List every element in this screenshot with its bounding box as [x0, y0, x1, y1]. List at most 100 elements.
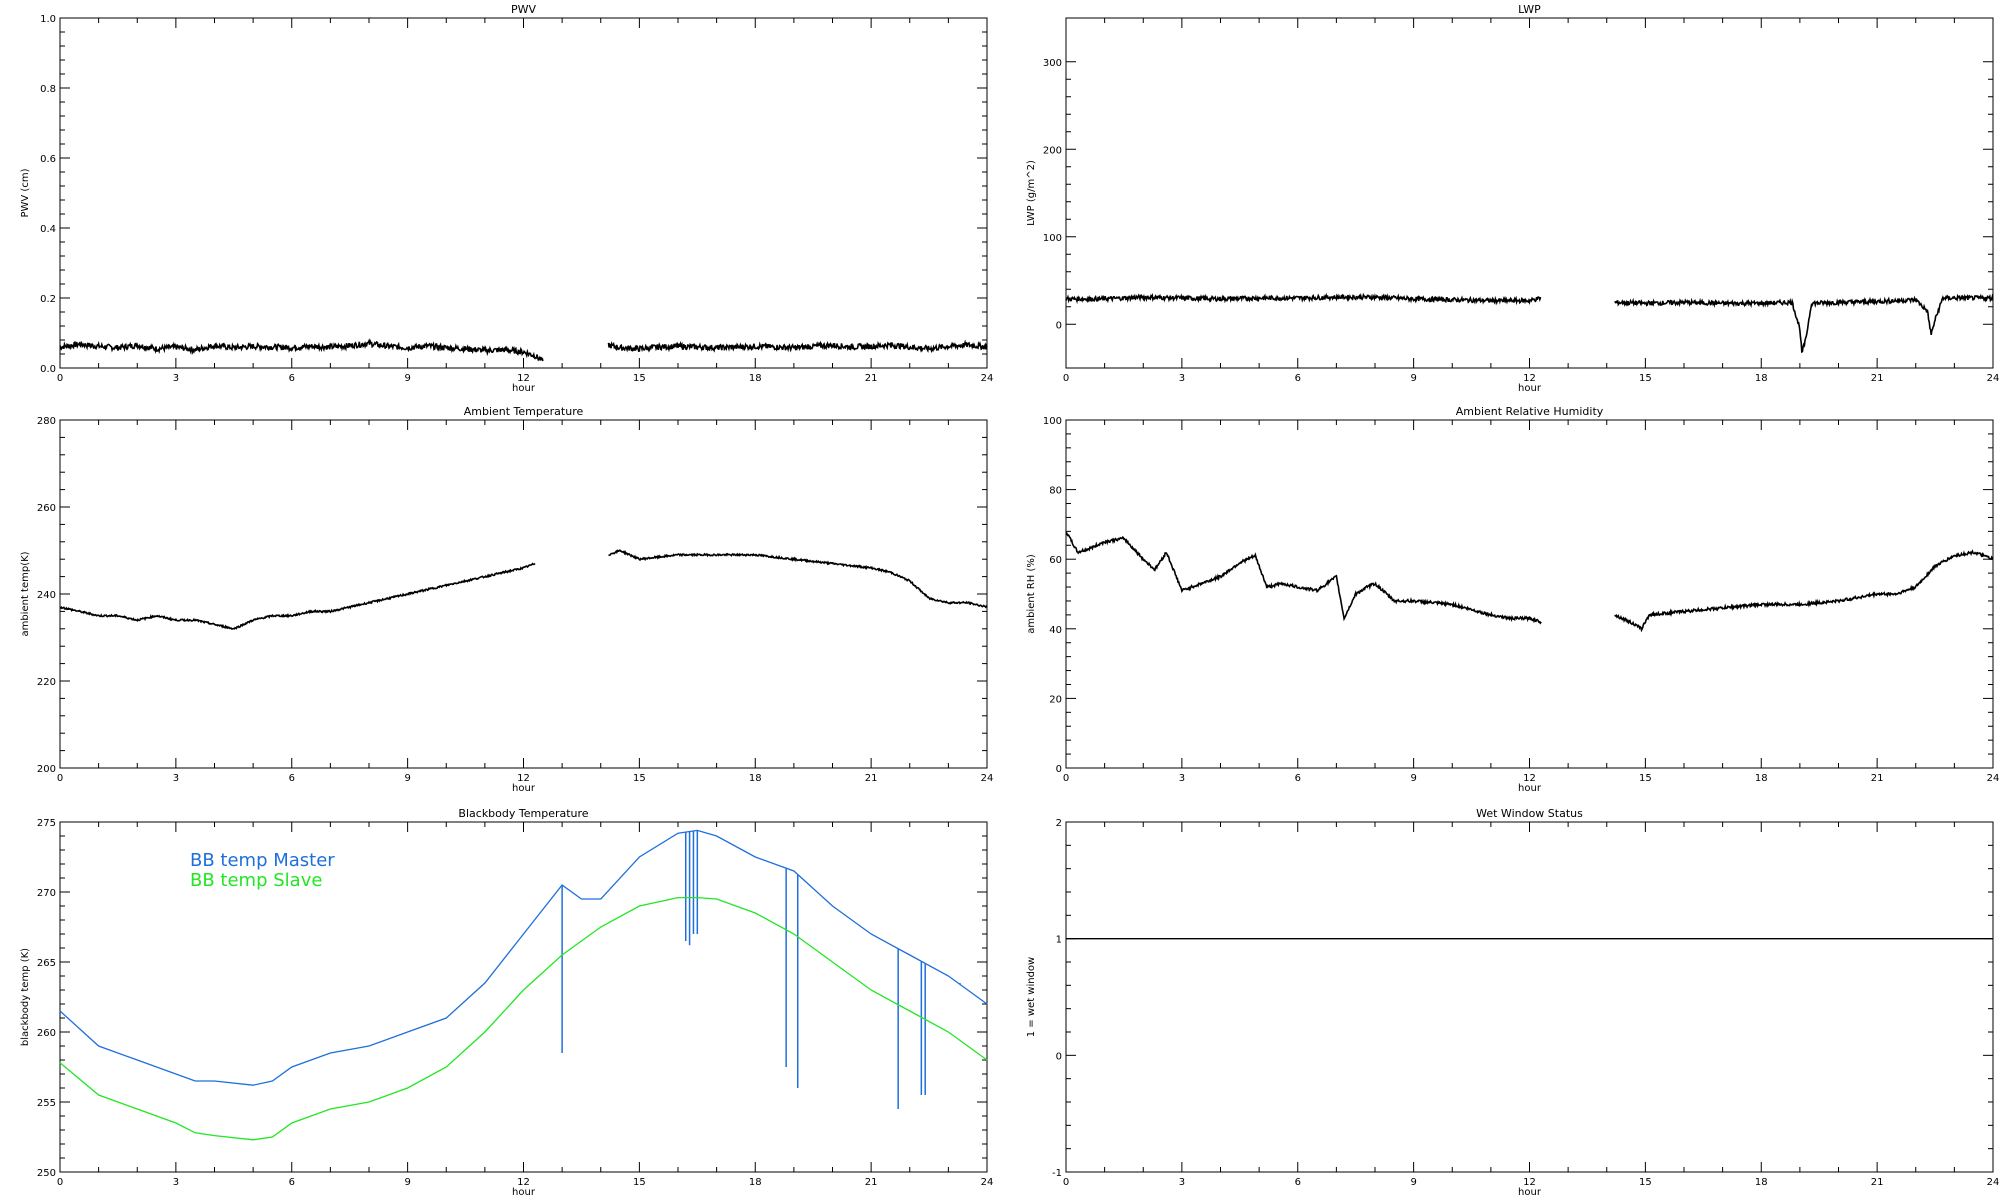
x-tick-label: 0 — [57, 373, 63, 384]
chart-title: Ambient Temperature — [464, 405, 584, 418]
chart-title: Blackbody Temperature — [458, 807, 588, 820]
series-line-ambient-temperature-1 — [608, 549, 988, 609]
x-tick-label: 3 — [1179, 373, 1185, 384]
y-tick-label: 1.0 — [40, 14, 56, 25]
chart-title: Wet Window Status — [1476, 807, 1583, 820]
chart-title: LWP — [1518, 3, 1541, 16]
plot-frame — [1065, 17, 1994, 369]
y-axis-label: 1 = wet window — [1026, 957, 1037, 1037]
x-tick-label: 6 — [1295, 773, 1301, 784]
x-tick-label: 18 — [1755, 373, 1768, 384]
x-tick-label: 21 — [865, 773, 878, 784]
y-tick-label: 275 — [37, 818, 56, 829]
y-axis-label: PWV (cm) — [20, 168, 31, 217]
x-tick-label: 12 — [517, 373, 530, 384]
x-tick-label: 18 — [749, 1177, 762, 1188]
x-tick-label: 6 — [289, 773, 295, 784]
y-axis-label: ambient temp(K) — [20, 551, 31, 636]
x-tick-label: 0 — [57, 773, 63, 784]
x-axis-label: hour — [512, 383, 536, 394]
legend-entry: BB temp Slave — [190, 870, 322, 891]
y-tick-label: 260 — [37, 503, 56, 514]
x-tick-label: 0 — [57, 1177, 63, 1188]
series-line-pwv-1 — [607, 339, 988, 354]
chart-panel-ambient-temperature: Ambient Temperature 0 3 6 9 12 15 18 21 24 hour 200… — [20, 405, 993, 794]
x-axis-label: hour — [512, 783, 536, 794]
x-tick-label: 3 — [173, 773, 179, 784]
plot-frame — [59, 419, 988, 769]
series-line-pwv-0 — [59, 338, 544, 362]
x-tick-label: 12 — [1523, 1177, 1536, 1188]
chart-panel-blackbody-temperature: Blackbody Temperature 0 3 6 9 12 15 18 21 24 hour 2… — [20, 807, 993, 1198]
y-tick-label: 280 — [37, 416, 56, 427]
y-tick-label: 0.4 — [40, 224, 56, 235]
chart-title: PWV — [511, 3, 537, 16]
y-tick-label: 40 — [1049, 625, 1062, 636]
x-tick-label: 15 — [1639, 1177, 1652, 1188]
y-tick-label: 0 — [1056, 1051, 1062, 1062]
x-tick-label: 18 — [1755, 1177, 1768, 1188]
x-tick-label: 9 — [1410, 1177, 1416, 1188]
x-tick-label: 18 — [749, 773, 762, 784]
y-tick-label: 100 — [1043, 233, 1062, 244]
series-line-blackbody-temperature-0 — [59, 829, 988, 1086]
x-axis-label: hour — [1518, 783, 1542, 794]
x-tick-label: 15 — [1639, 773, 1652, 784]
x-tick-label: 0 — [1063, 1177, 1069, 1188]
series-line-ambient-temperature-0 — [59, 562, 536, 631]
x-tick-label: 24 — [981, 373, 994, 384]
x-tick-label: 24 — [981, 773, 994, 784]
y-tick-label: 0.0 — [40, 364, 56, 375]
x-tick-label: 12 — [1523, 373, 1536, 384]
y-tick-label: 0.2 — [40, 294, 56, 305]
y-axis-label: LWP (g/m^2) — [1026, 160, 1037, 226]
x-tick-label: 3 — [1179, 773, 1185, 784]
y-tick-label: 60 — [1049, 555, 1062, 566]
x-tick-label: 15 — [1639, 373, 1652, 384]
x-tick-label: 24 — [1987, 1177, 2000, 1188]
x-tick-label: 15 — [633, 373, 646, 384]
y-tick-label: 100 — [1043, 416, 1062, 427]
x-tick-label: 6 — [289, 1177, 295, 1188]
y-tick-label: 200 — [37, 764, 56, 775]
y-axis-label: blackbody temp (K) — [20, 948, 31, 1046]
x-tick-label: 24 — [981, 1177, 994, 1188]
series-line-ambient-relative-humidity-1 — [1614, 549, 1994, 633]
x-tick-label: 21 — [865, 1177, 878, 1188]
chart-title: Ambient Relative Humidity — [1456, 405, 1604, 418]
x-tick-label: 0 — [1063, 773, 1069, 784]
x-tick-label: 3 — [1179, 1177, 1185, 1188]
x-tick-label: 12 — [1523, 773, 1536, 784]
x-tick-label: 3 — [173, 373, 179, 384]
x-tick-label: 9 — [404, 1177, 410, 1188]
series-line-lwp-1 — [1614, 293, 1994, 354]
y-axis-label: ambient RH (%) — [1026, 554, 1037, 634]
x-tick-label: 21 — [1871, 773, 1884, 784]
x-tick-label: 15 — [633, 1177, 646, 1188]
legend-entry: BB temp Master — [190, 850, 335, 871]
y-tick-label: 0.8 — [40, 84, 56, 95]
plot-frame — [1065, 821, 1994, 1173]
x-axis-label: hour — [512, 1187, 536, 1198]
x-tick-label: 9 — [404, 773, 410, 784]
series-line-lwp-0 — [1065, 292, 1542, 306]
y-tick-label: 1 — [1056, 935, 1062, 946]
x-tick-label: 18 — [749, 373, 762, 384]
y-tick-label: 240 — [37, 590, 56, 601]
chart-panel-ambient-relative-humidity: Ambient Relative Humidity 0 3 6 9 12 15 18 21 24 h… — [1026, 405, 1999, 794]
x-tick-label: 18 — [1755, 773, 1768, 784]
chart-panel-lwp: LWP 0 3 6 9 12 15 18 21 24 hour 0 100 200 300 LWP (g/m^… — [1026, 3, 1999, 394]
x-tick-label: 21 — [1871, 373, 1884, 384]
y-tick-label: 255 — [37, 1098, 56, 1109]
y-tick-label: 250 — [37, 1168, 56, 1179]
y-tick-label: 200 — [1043, 145, 1062, 156]
y-tick-label: 260 — [37, 1028, 56, 1039]
series-line-ambient-relative-humidity-0 — [1065, 531, 1542, 625]
y-tick-label: 300 — [1043, 58, 1062, 69]
x-tick-label: 0 — [1063, 373, 1069, 384]
y-tick-label: 0 — [1056, 320, 1062, 331]
y-tick-label: 220 — [37, 677, 56, 688]
